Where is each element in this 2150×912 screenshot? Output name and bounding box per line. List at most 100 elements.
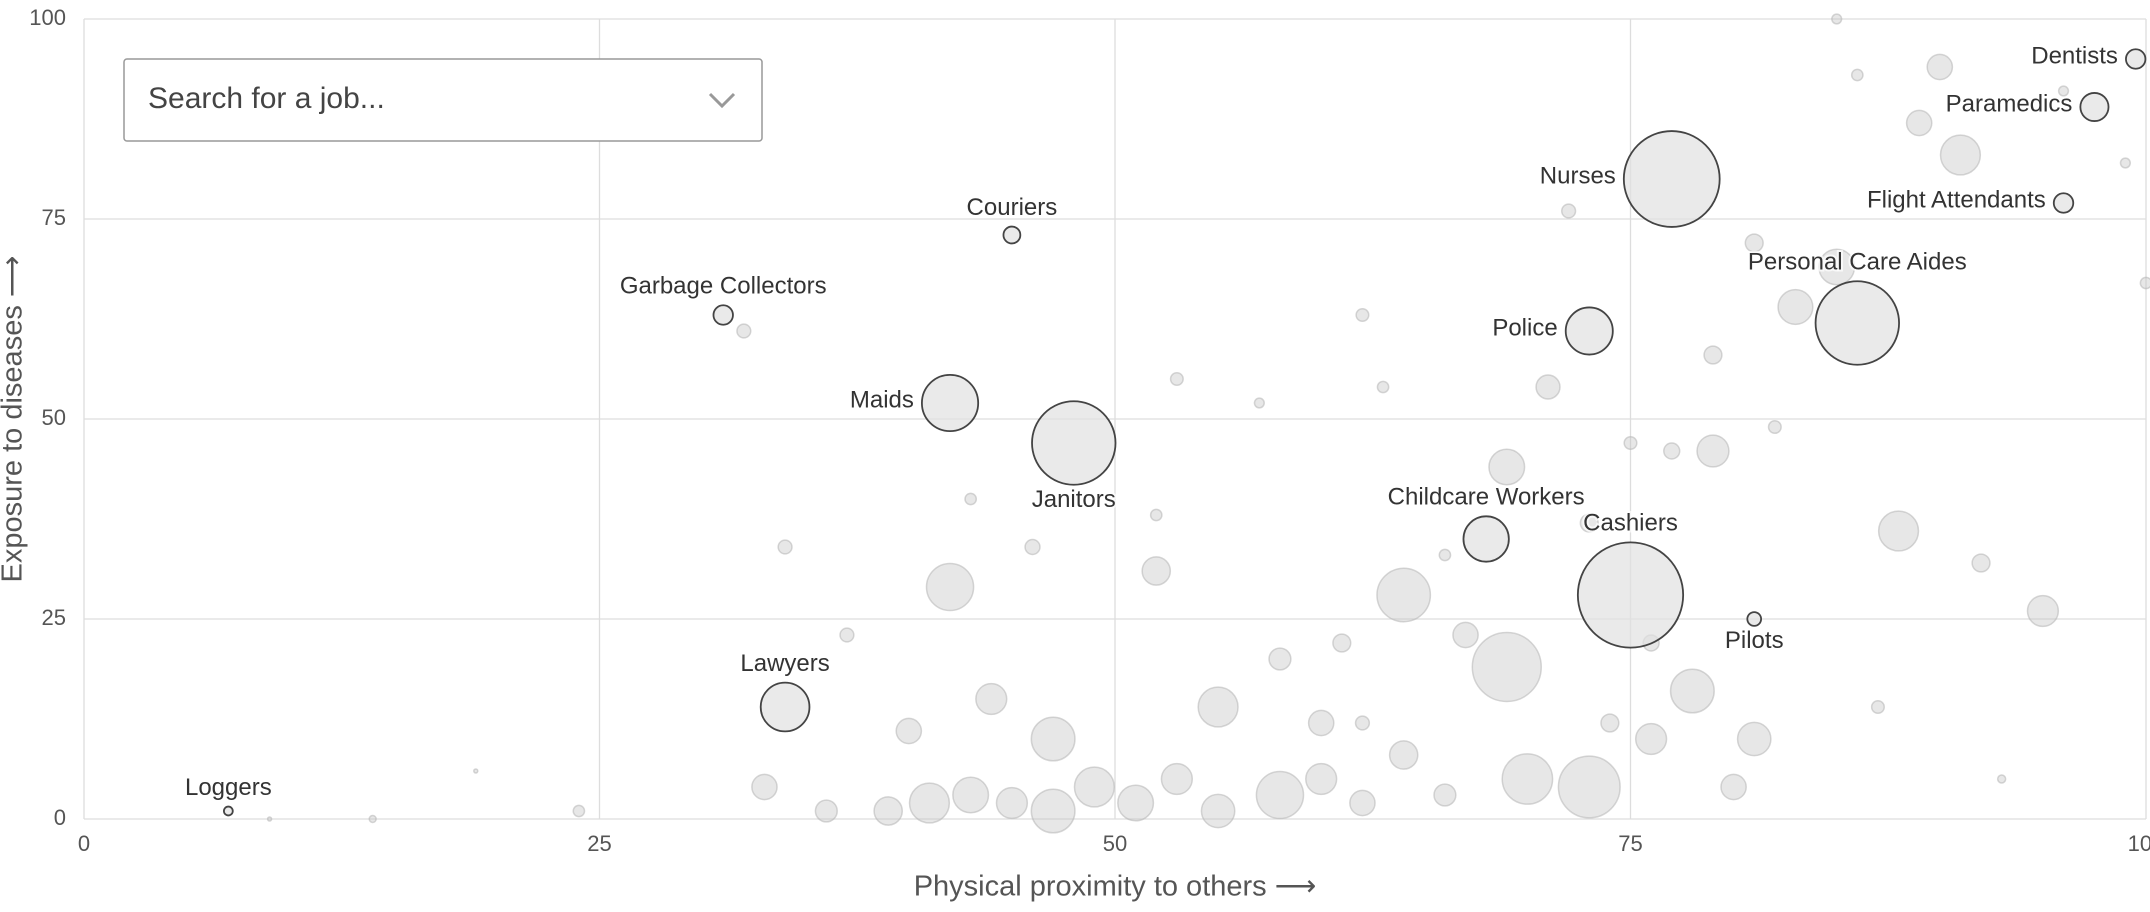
background-bubble xyxy=(1376,567,1432,623)
background-bubble xyxy=(1669,668,1715,714)
job-bubble xyxy=(1002,225,1022,245)
search-input[interactable] xyxy=(123,58,763,142)
background-bubble xyxy=(1200,793,1236,829)
grid xyxy=(83,18,2147,820)
job-bubble xyxy=(1814,280,1900,366)
background-bubble xyxy=(1332,633,1352,653)
background-bubble xyxy=(1996,774,2007,784)
background-bubble xyxy=(1452,621,1479,649)
background-bubble xyxy=(1073,766,1116,808)
background-bubble xyxy=(1305,762,1338,796)
job-label: Flight Attendants xyxy=(1867,186,2046,213)
y-tick-label: 50 xyxy=(42,405,66,430)
background-bubble xyxy=(1623,435,1638,451)
job-bubble xyxy=(1462,515,1510,563)
background-bubble xyxy=(873,796,904,826)
background-bubble xyxy=(1149,508,1163,522)
x-tick-label: 50 xyxy=(1103,831,1127,856)
job-label: Garbage Collectors xyxy=(620,273,827,300)
background-bubble xyxy=(1471,631,1542,703)
background-bubble xyxy=(1117,784,1155,822)
background-bubble xyxy=(1736,721,1772,757)
background-bubble xyxy=(751,773,778,801)
background-bubble xyxy=(925,562,975,612)
background-bubble xyxy=(1030,716,1076,762)
background-bubble xyxy=(964,492,978,506)
background-bubble xyxy=(572,804,586,818)
x-tick-label: 0 xyxy=(78,831,90,856)
job-label: Nurses xyxy=(1540,162,1616,189)
background-bubble xyxy=(1744,233,1764,253)
background-bubble xyxy=(895,717,923,745)
x-tick-label: 25 xyxy=(587,831,611,856)
job-bubble xyxy=(759,681,811,733)
background-bubble xyxy=(975,682,1008,716)
search-placeholder[interactable]: Search for a job... xyxy=(148,82,385,115)
background-bubble xyxy=(1877,510,1920,552)
job-bubble xyxy=(712,304,734,326)
background-bubble xyxy=(1870,699,1885,715)
job-label: Pilots xyxy=(1725,627,1784,654)
job-label: Maids xyxy=(850,386,914,413)
background-bubble xyxy=(995,786,1029,820)
background-bubble xyxy=(1438,548,1452,562)
background-bubble xyxy=(2026,594,2060,628)
y-tick-label: 0 xyxy=(54,805,66,830)
background-bubble xyxy=(1939,134,1982,176)
job-bubble xyxy=(1622,130,1721,228)
background-bubble xyxy=(1388,740,1419,770)
job-label: Cashiers xyxy=(1583,510,1678,537)
background-bubble xyxy=(777,539,793,555)
background-bubble xyxy=(1767,419,1782,435)
background-bubble xyxy=(1663,442,1681,460)
background-bubble xyxy=(1777,288,1814,326)
background-bubble xyxy=(1169,371,1184,387)
job-bubble xyxy=(222,805,234,817)
background-bubble xyxy=(1600,713,1620,733)
background-bubble xyxy=(1354,715,1371,731)
job-bubble xyxy=(2079,92,2110,122)
y-axis-title: Exposure to diseases ⟶ xyxy=(0,256,29,583)
background-bubble xyxy=(1971,553,1991,573)
background-bubble xyxy=(1197,686,1239,728)
background-bubble xyxy=(1253,397,1265,409)
background-bubble xyxy=(1560,203,1577,219)
y-tick-label: 25 xyxy=(42,605,66,630)
y-tick-label: 75 xyxy=(42,205,66,230)
background-bubble xyxy=(1696,434,1730,468)
dropdown-chevron[interactable] xyxy=(708,92,736,109)
background-bubble xyxy=(1579,513,1599,533)
background-bubble xyxy=(1376,380,1390,394)
background-bubble xyxy=(1307,709,1335,737)
background-bubble xyxy=(1501,753,1554,805)
x-axis-title: Physical proximity to others ⟶ xyxy=(914,871,1317,903)
background-bubble xyxy=(2139,276,2150,290)
job-bubble xyxy=(1564,306,1614,356)
background-bubble xyxy=(1160,762,1194,796)
job-label: Personal Care Aides xyxy=(1748,249,1967,276)
background-bubble xyxy=(814,799,838,823)
background-bubble xyxy=(908,782,951,824)
labeled-bubbles: Dentists Paramedics Flight Attendants Nurse… xyxy=(183,40,2147,817)
background-bubble xyxy=(1030,788,1076,834)
job-bubble xyxy=(1576,541,1685,649)
job-label: Couriers xyxy=(967,194,1058,221)
background-bubble xyxy=(736,323,752,339)
background-bubble xyxy=(1905,109,1933,137)
job-label: Paramedics xyxy=(1946,90,2073,117)
search-box[interactable]: Search for a job... xyxy=(123,58,763,142)
background-bubble xyxy=(266,816,273,822)
background-bubble xyxy=(1831,13,1843,25)
x-tick-label: 100 xyxy=(2128,831,2150,856)
background-bubble xyxy=(1255,770,1305,820)
job-bubble xyxy=(2052,192,2075,214)
y-tick-label: 100 xyxy=(29,5,66,30)
background-bubble xyxy=(1141,556,1172,586)
job-bubble xyxy=(920,373,980,433)
job-label: Childcare Workers xyxy=(1388,484,1585,511)
background-bubble xyxy=(2119,157,2132,169)
background-bubble xyxy=(1535,374,1561,400)
job-label: Police xyxy=(1492,314,1557,341)
background-bubble xyxy=(368,814,377,824)
background-bubble xyxy=(473,768,479,774)
